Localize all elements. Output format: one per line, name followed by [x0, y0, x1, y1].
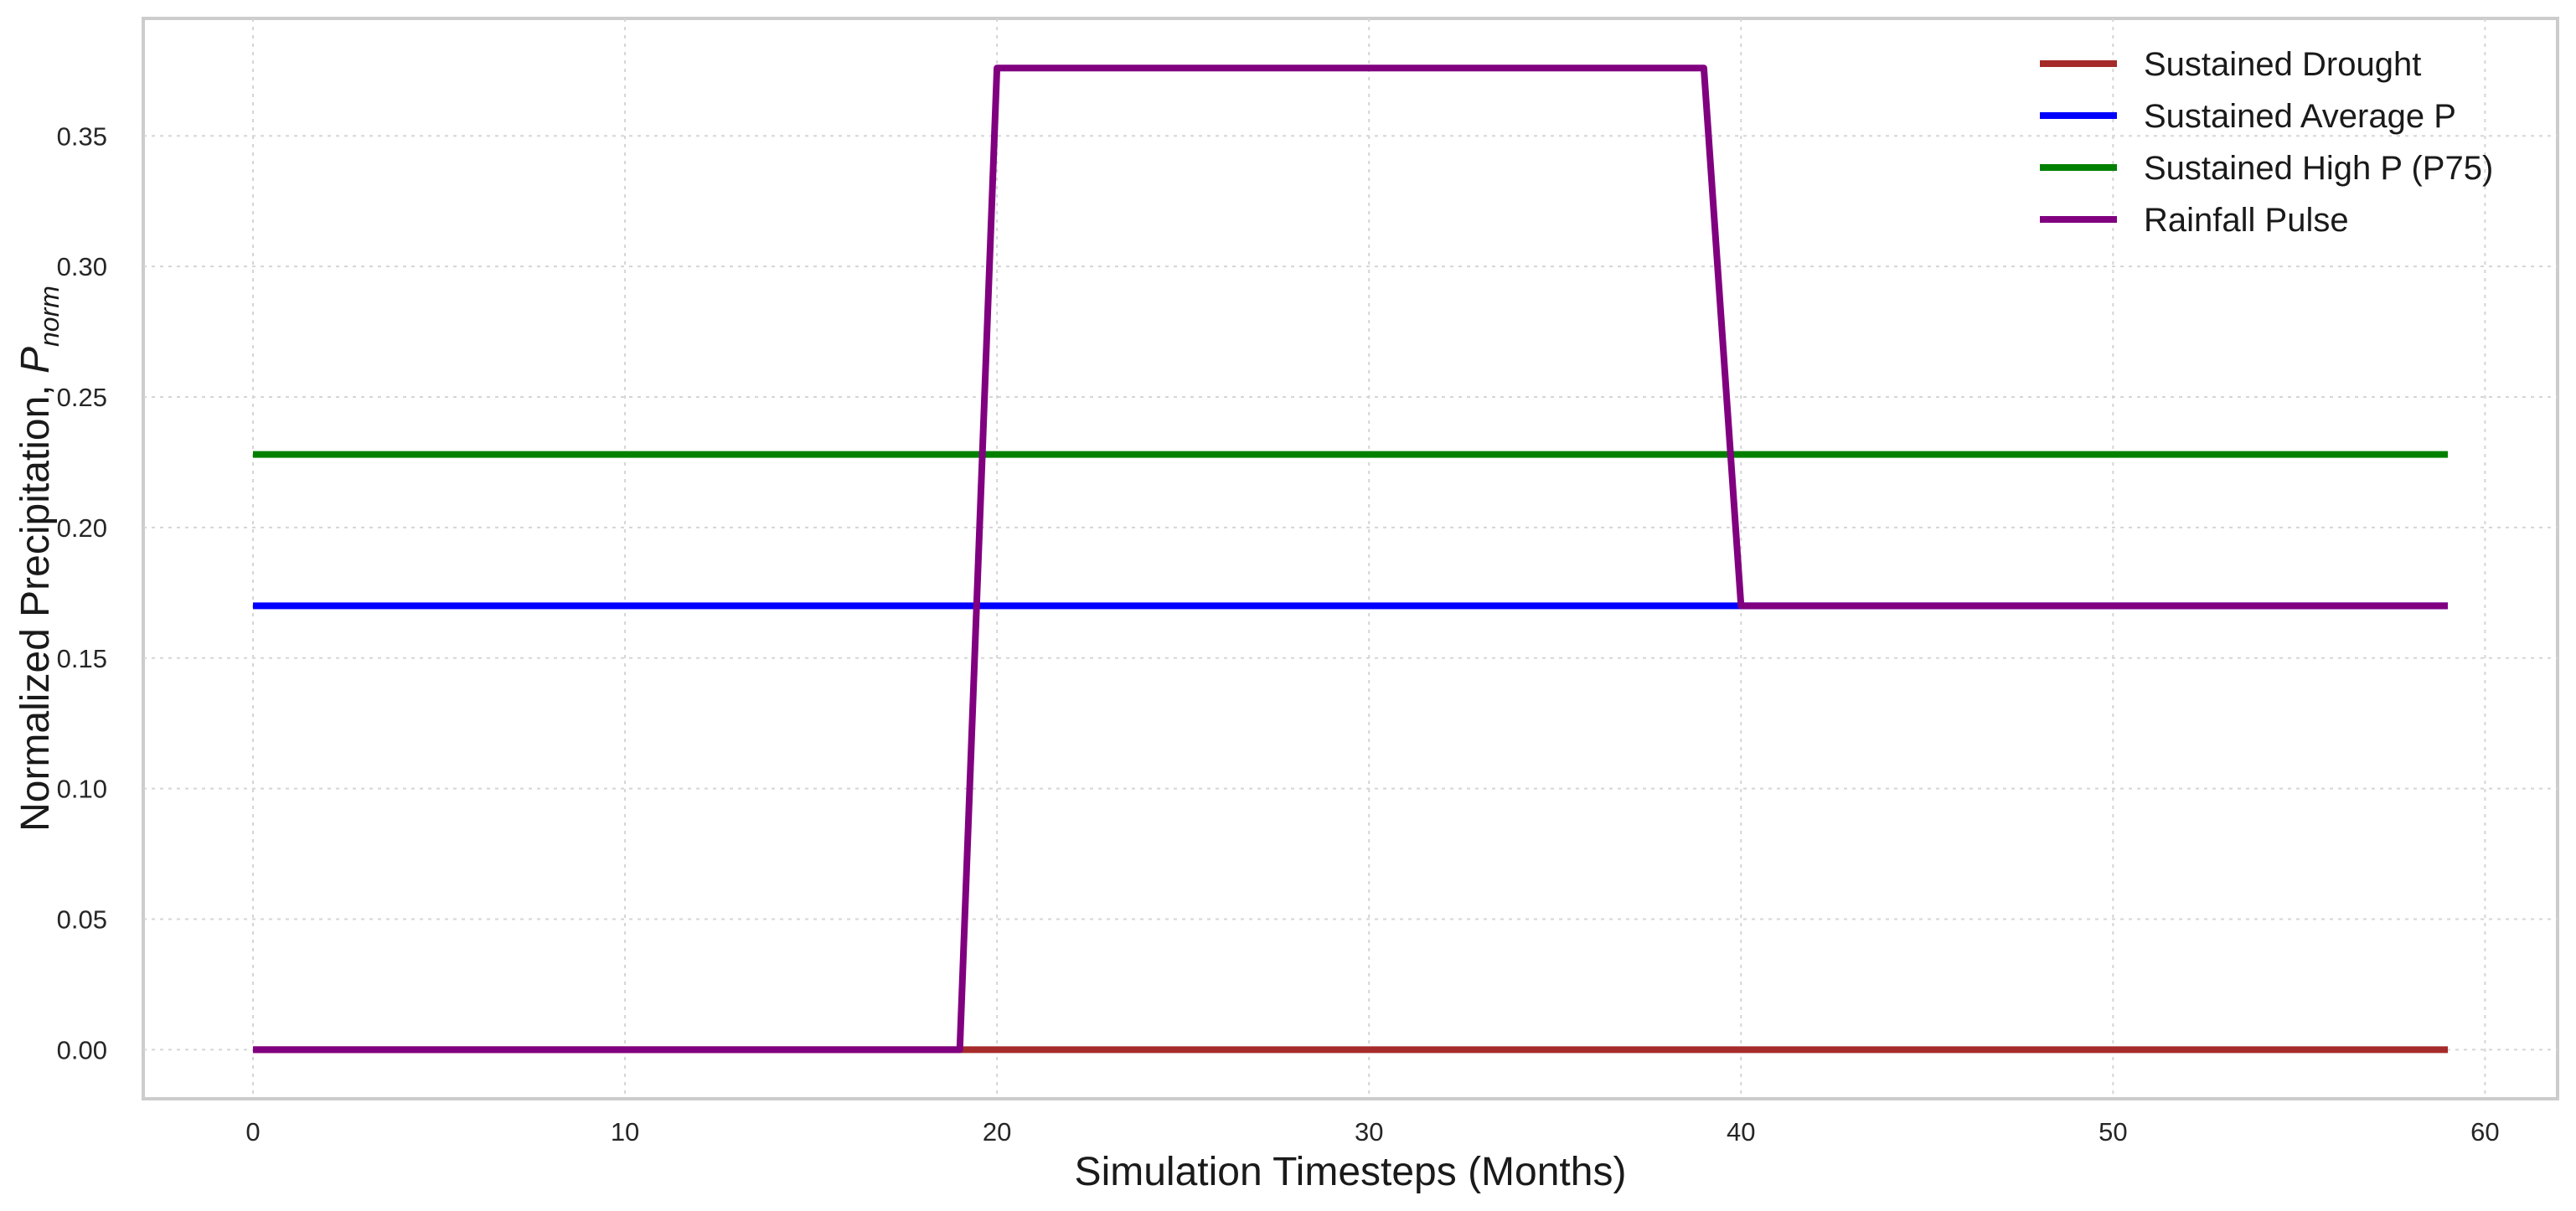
- legend-label-0: Sustained Drought: [2144, 46, 2421, 83]
- x-tick-label: 20: [983, 1117, 1011, 1147]
- x-tick-label: 30: [1355, 1117, 1383, 1147]
- y-tick-label: 0.35: [57, 121, 107, 151]
- axis-ticks: 0 10 20 30 40 50 60 0.00 0.05 0.10 0.15 0.20 0.25 0.3…: [57, 121, 2500, 1147]
- y-tick-label: 0.10: [57, 775, 107, 804]
- y-tick-label: 0.30: [57, 252, 107, 281]
- legend-label-2: Sustained High P (P75): [2144, 150, 2493, 187]
- legend-label-3: Rainfall Pulse: [2144, 202, 2349, 239]
- series-line-3: [253, 64, 2448, 1054]
- y-tick-label: 0.05: [57, 905, 107, 935]
- y-axis-title: Normalized Precipitation, Pnorm: [13, 286, 65, 832]
- y-tick-label: 0.20: [57, 513, 107, 543]
- y-tick-label: 0.15: [57, 644, 107, 673]
- x-axis-title: Simulation Timesteps (Months): [1075, 1150, 1627, 1194]
- x-tick-label: 60: [2470, 1117, 2499, 1147]
- y-axis-title-text: Normalized Precipitation,: [13, 374, 58, 832]
- y-tick-label: 0.25: [57, 383, 107, 412]
- legend: Sustained Drought Sustained Average P Sust…: [2040, 46, 2493, 239]
- x-tick-label: 0: [245, 1117, 260, 1147]
- x-tick-label: 50: [2098, 1117, 2127, 1147]
- series-lines: [253, 64, 2448, 1054]
- y-axis-title-subscript: norm: [34, 286, 65, 347]
- legend-label-1: Sustained Average P: [2144, 98, 2456, 135]
- x-tick-label: 40: [1727, 1117, 1755, 1147]
- y-axis-title-symbol: P: [13, 347, 58, 374]
- x-tick-label: 10: [611, 1117, 639, 1147]
- y-tick-label: 0.00: [57, 1035, 107, 1064]
